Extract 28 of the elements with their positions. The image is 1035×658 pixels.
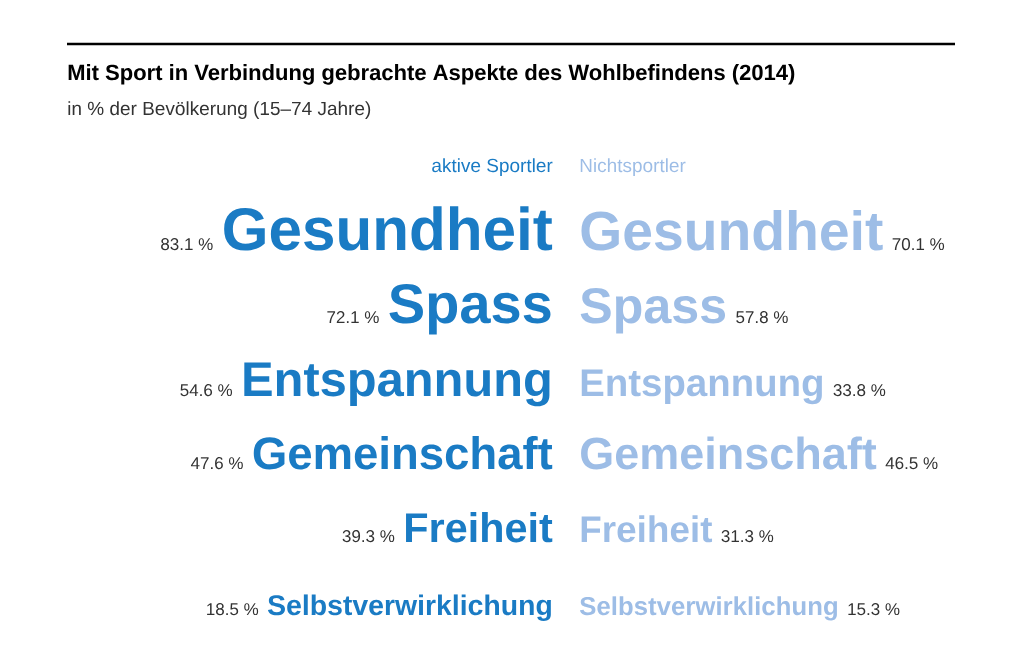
data-label: 39.3 % bbox=[342, 530, 395, 543]
category-label: Gesundheit bbox=[581, 209, 883, 251]
category-label: Spass bbox=[580, 287, 726, 334]
text: in % der Bevölkerung (15–74 Jahre) bbox=[68, 101, 371, 119]
category-label: Selbstverwirklichung bbox=[267, 594, 551, 622]
category-label: Gemeinschaft bbox=[253, 436, 553, 470]
category-label: Entspannung bbox=[581, 369, 822, 405]
data-label: 83.1 % bbox=[161, 238, 213, 251]
category-label: Gesundheit bbox=[224, 206, 553, 251]
data-label: 18.5 % bbox=[207, 603, 259, 616]
data-label: 54.6 % bbox=[180, 384, 233, 397]
data-label: 72.1 % bbox=[327, 311, 379, 324]
category-label: Spass bbox=[389, 283, 551, 335]
category-label: Gemeinschaft bbox=[581, 436, 877, 470]
data-label: 57.8 % bbox=[736, 311, 788, 324]
category-label: Selbstverwirklichung bbox=[579, 596, 837, 621]
legend-label: Nichtsportler bbox=[580, 158, 686, 176]
data-label: 33.8 % bbox=[833, 384, 886, 397]
legend-label: aktive Sportler bbox=[432, 158, 553, 176]
text: Mit Sport in Verbindung gebrachte Aspekte des Wohlbefindens (2014) bbox=[68, 64, 795, 85]
category-label: Freiheit bbox=[406, 512, 553, 543]
category-label: Entspannung bbox=[244, 362, 550, 407]
data-label: 31.3 % bbox=[721, 530, 774, 543]
data-label: 46.5 % bbox=[885, 457, 938, 470]
data-label: 15.3 % bbox=[848, 603, 900, 616]
category-label: Freiheit bbox=[581, 515, 713, 543]
data-label: 47.6 % bbox=[190, 457, 243, 470]
data-label: 70.1 % bbox=[892, 238, 945, 251]
